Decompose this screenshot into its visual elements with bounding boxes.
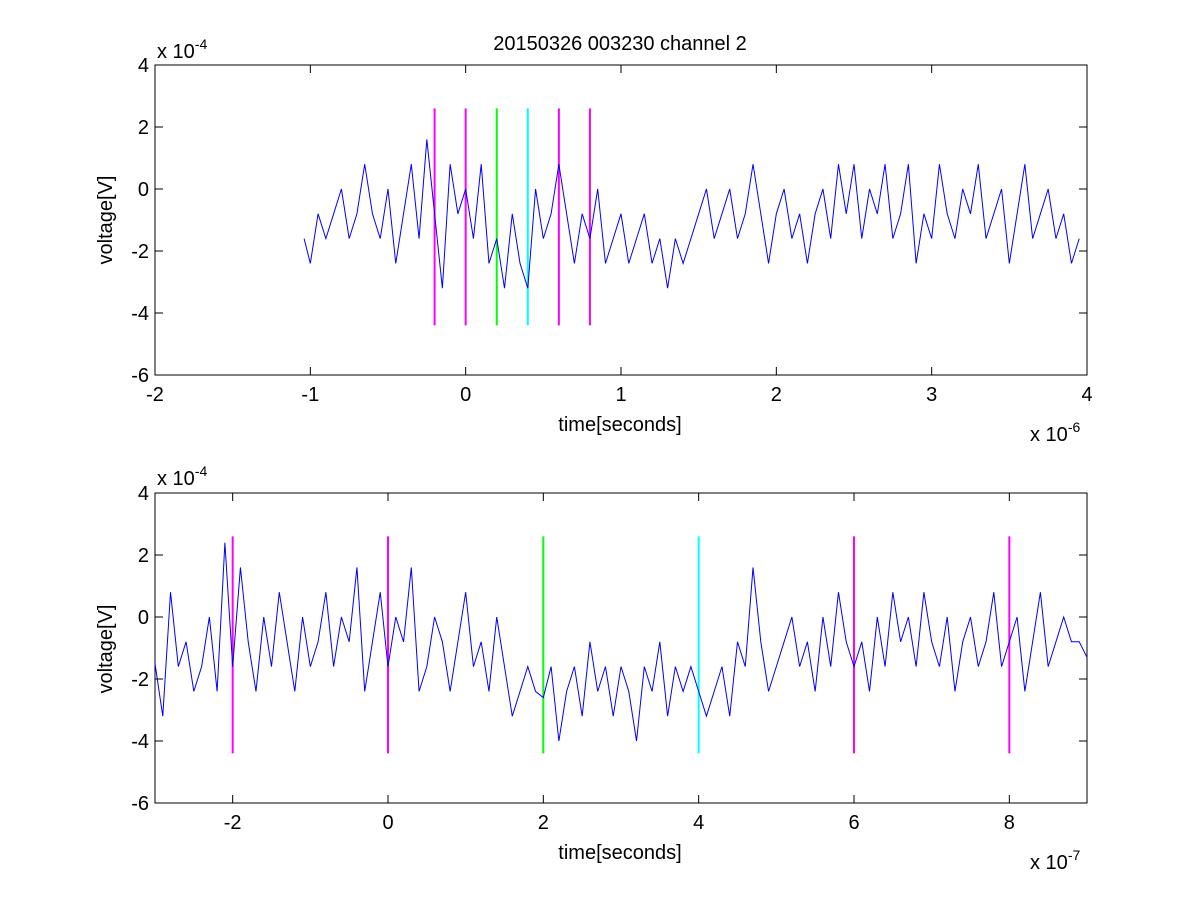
- bottom-y-tick-label: 0: [138, 607, 149, 629]
- top-y-exponent-label: x 10-4: [157, 36, 207, 63]
- bottom-y-tick-label: -4: [131, 731, 149, 753]
- bottom-plot-frame: [154, 492, 1088, 804]
- top-series-line: [303, 139, 1080, 289]
- bottom-x-tick-label: 0: [382, 812, 393, 834]
- top-chart: -2 -1 0 1 2 3 4 -6 -4 -2 0 2 4 time[seconds] voltag…: [95, 36, 1093, 446]
- bottom-plot-area: [154, 492, 1088, 804]
- top-plot-area: [154, 64, 1088, 376]
- top-y-tick-label: -4: [131, 303, 149, 325]
- bottom-x-tick-label: 4: [693, 812, 704, 834]
- bottom-chart: -2 0 2 4 6 8 -6 -4 -2 0 2 4 time[seconds] voltage[…: [95, 463, 1088, 874]
- top-plot-frame: [154, 64, 1088, 376]
- bottom-x-axis-label: time[seconds]: [558, 842, 681, 864]
- top-y-tick-label: -2: [131, 241, 149, 263]
- top-x-axis-label: time[seconds]: [558, 414, 681, 436]
- bottom-y-tick-label: -2: [131, 669, 149, 691]
- bottom-markers: [231, 536, 1011, 754]
- top-x-tick-label: 0: [460, 384, 471, 406]
- top-x-tick-label: -1: [301, 384, 319, 406]
- top-x-exponent-label: x 10-6: [1030, 419, 1080, 446]
- bottom-x-tick-label: 2: [538, 812, 549, 834]
- bottom-y-tick-label: 2: [138, 545, 149, 567]
- top-x-tick-label: 1: [615, 384, 626, 406]
- bottom-y-tick-label: -6: [131, 793, 149, 815]
- top-x-ticks: -2 -1 0 1 2 3 4: [146, 65, 1093, 406]
- top-x-tick-label: 3: [926, 384, 937, 406]
- top-x-tick-label: 4: [1081, 384, 1092, 406]
- top-y-axis-label: voltage[V]: [95, 176, 117, 265]
- bottom-x-ticks: -2 0 2 4 6 8: [224, 493, 1015, 834]
- bottom-series-line: [154, 542, 1088, 742]
- bottom-x-tick-label: 6: [848, 812, 859, 834]
- bottom-y-ticks: -6 -4 -2 0 2 4: [131, 483, 1087, 815]
- top-x-tick-label: 2: [771, 384, 782, 406]
- top-y-tick-label: 0: [138, 179, 149, 201]
- bottom-x-tick-label: -2: [224, 812, 242, 834]
- bottom-x-tick-label: 8: [1004, 812, 1015, 834]
- bottom-y-exponent-label: x 10-4: [157, 463, 207, 490]
- figure-title: 20150326 003230 channel 2: [493, 33, 747, 55]
- bottom-y-tick-label: 4: [138, 483, 149, 505]
- bottom-y-axis-label: voltage[V]: [95, 605, 117, 694]
- top-x-tick-label: -2: [146, 384, 164, 406]
- bottom-x-exponent-label: x 10-7: [1030, 847, 1080, 874]
- top-y-tick-label: -6: [131, 365, 149, 387]
- top-y-tick-label: 4: [138, 55, 149, 77]
- top-markers: [433, 108, 591, 326]
- top-y-tick-label: 2: [138, 117, 149, 139]
- top-y-ticks: -6 -4 -2 0 2 4: [131, 55, 1087, 387]
